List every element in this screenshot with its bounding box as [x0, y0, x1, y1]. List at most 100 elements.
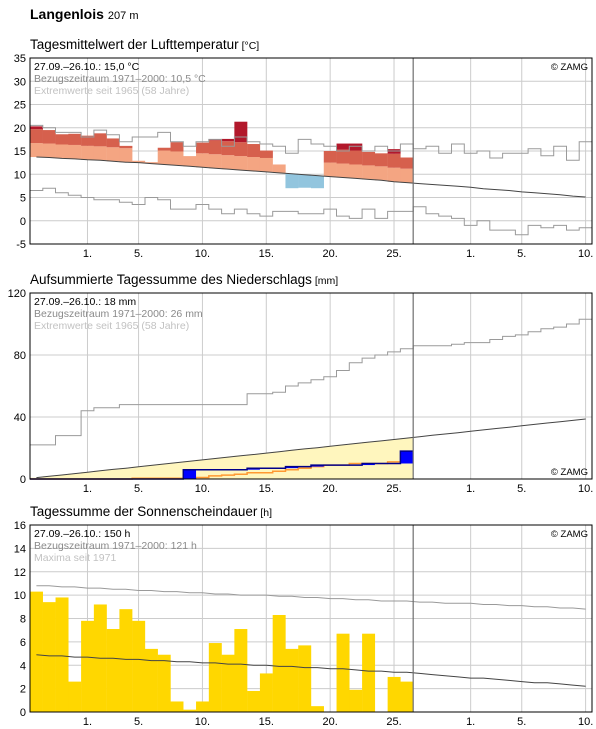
temperature-bar-segment — [132, 160, 146, 163]
precip-legend-period: 27.09.–26.10.: 18 mm — [34, 296, 136, 308]
sunshine-bar — [349, 689, 363, 712]
sun-legend-reference: Bezugszeitraum 1971–2000: 121 h — [34, 540, 197, 552]
precip-xtick-label: 20. — [323, 483, 338, 495]
sun-xtick-label: 5. — [517, 716, 526, 728]
temperature-bar-segment — [234, 121, 248, 143]
temp-ytick-label: 5 — [20, 193, 26, 205]
temperature-bar-segment — [170, 142, 184, 152]
temperature-bar-segment — [400, 168, 414, 183]
precip-xtick-label: 10. — [578, 483, 593, 495]
temperature-bar-segment — [349, 143, 363, 151]
precipitation-bar — [183, 469, 197, 479]
precipitation-unit: [mm] — [314, 275, 339, 287]
temperature-bar-segment — [106, 147, 120, 162]
precip-xtick-label: 1. — [466, 483, 475, 495]
temperature-bar-segment — [387, 153, 401, 168]
temp-xtick-label: 1. — [83, 248, 92, 260]
precip-xtick-label: 1. — [83, 483, 92, 495]
precip-legend-reference: Bezugszeitraum 1971–2000: 26 mm — [34, 308, 203, 320]
sunshine-bar — [196, 701, 210, 712]
sun-ytick-label: 16 — [14, 521, 26, 532]
temperature-title: Tagesmittelwert der Lufttemperatur [°C] — [30, 37, 259, 52]
sun-ytick-label: 6 — [20, 637, 26, 649]
temp-legend-period: 27.09.–26.10.: 15,0 °C — [34, 61, 140, 73]
precipitation-extreme-line — [30, 318, 592, 446]
temp-xtick-label: 20. — [323, 248, 338, 260]
sun-xtick-label: 5. — [134, 716, 143, 728]
precip-ytick-label: 40 — [14, 412, 26, 424]
sunshine-bar — [387, 676, 401, 712]
sun-ytick-label: 10 — [14, 590, 26, 602]
precipitation-title-text: Aufsummierte Tagessumme des Niederschlag… — [30, 272, 312, 287]
temp-xtick-label: 25. — [386, 248, 401, 260]
temperature-bar-segment — [362, 151, 376, 166]
temperature-bar-segment — [387, 167, 401, 182]
temperature-bar-segment — [247, 157, 261, 171]
temperature-bar-segment — [362, 165, 376, 180]
temperature-bar-segment — [81, 145, 95, 160]
temperature-bar-segment — [157, 150, 171, 165]
temperature-bar-segment — [55, 144, 69, 159]
precipitation-chart: 120 80 40 0 1. 5. 10. 15. 20. 25. 1. 5. 10. 27.09.–26… — [8, 289, 594, 495]
precipitation-bar — [362, 463, 375, 466]
sun-ytick-label: 12 — [14, 567, 26, 579]
sun-xtick-label: 15. — [259, 716, 274, 728]
temperature-bar-segment — [221, 155, 235, 170]
sun-legend-period: 27.09.–26.10.: 150 h — [34, 528, 130, 540]
temperature-bar-segment — [93, 146, 107, 161]
temperature-bar-segment — [42, 130, 56, 144]
sun-frame — [29, 524, 593, 713]
temperature-bar-segment — [30, 129, 43, 144]
temp-xtick-label: 1. — [466, 248, 475, 260]
temperature-chart: 35 30 25 20 15 10 5 0 -5 1. 5. 10. 15. 20. 25. 1. 5. 10. 2… — [14, 54, 594, 260]
sunshine-title: Tagessumme der Sonnenscheindauer [h] — [30, 504, 272, 519]
sunshine-bar — [400, 681, 414, 712]
sunshine-bar — [30, 591, 43, 712]
temperature-bar-segment — [400, 157, 414, 169]
sun-xtick-label: 1. — [83, 716, 92, 728]
temperature-bar-segment — [196, 153, 210, 168]
temperature-bar-segment — [259, 157, 273, 172]
temp-xtick-label: 5. — [134, 248, 143, 260]
temperature-bar-segment — [55, 134, 69, 145]
temperature-bar-segment — [68, 133, 82, 145]
sun-source-label: © ZAMG — [551, 529, 588, 540]
sunshine-climate-mean-line — [36, 654, 586, 687]
temperature-bar-segment — [234, 142, 248, 157]
temperature-bar-segment — [323, 151, 337, 163]
sunshine-bar — [336, 633, 350, 712]
temperature-bar-segment — [323, 162, 337, 177]
temperature-bar-segment — [208, 154, 222, 169]
sunshine-bar — [272, 614, 286, 712]
sunshine-bar — [298, 645, 312, 712]
temperature-bar-segment — [221, 141, 235, 156]
temperature-bar-segment — [259, 150, 273, 158]
sunshine-bar — [42, 602, 56, 712]
temp-ytick-label: 15 — [14, 146, 26, 158]
sunshine-bar — [362, 633, 376, 712]
temp-ytick-label: 25 — [14, 100, 26, 112]
station-name: Langenlois — [30, 6, 104, 22]
sunshine-bar — [234, 629, 248, 712]
temp-ytick-label: 30 — [14, 76, 26, 88]
temperature-bar-segment — [247, 144, 261, 158]
precipitation-climate-mean-line — [36, 418, 586, 479]
sunshine-chart: 16 14 12 10 8 6 4 2 0 1. 5. 10. 15. 20. 25. 1. 5. 10. 27.0… — [14, 521, 594, 728]
sun-xtick-label: 25. — [386, 716, 401, 728]
temp-ytick-label: 10 — [14, 169, 26, 181]
temp-ytick-label: 35 — [14, 54, 26, 65]
precip-legend-extremes: Extremwerte seit 1965 (58 Jahre) — [34, 320, 189, 332]
station-header: Langenlois 207 m — [30, 6, 138, 24]
temperature-bar-segment — [170, 151, 184, 166]
sunshine-bar — [170, 701, 184, 712]
precip-xtick-label: 5. — [134, 483, 143, 495]
temp-source-label: © ZAMG — [551, 62, 588, 73]
temp-xtick-label: 10. — [195, 248, 210, 260]
precipitation-climate-area — [30, 438, 414, 479]
temperature-bar-segment — [30, 143, 43, 158]
sunshine-bar — [285, 648, 299, 712]
temperature-bar-segment — [119, 148, 133, 163]
sunshine-bar — [106, 629, 120, 712]
sun-ytick-label: 14 — [14, 543, 26, 555]
